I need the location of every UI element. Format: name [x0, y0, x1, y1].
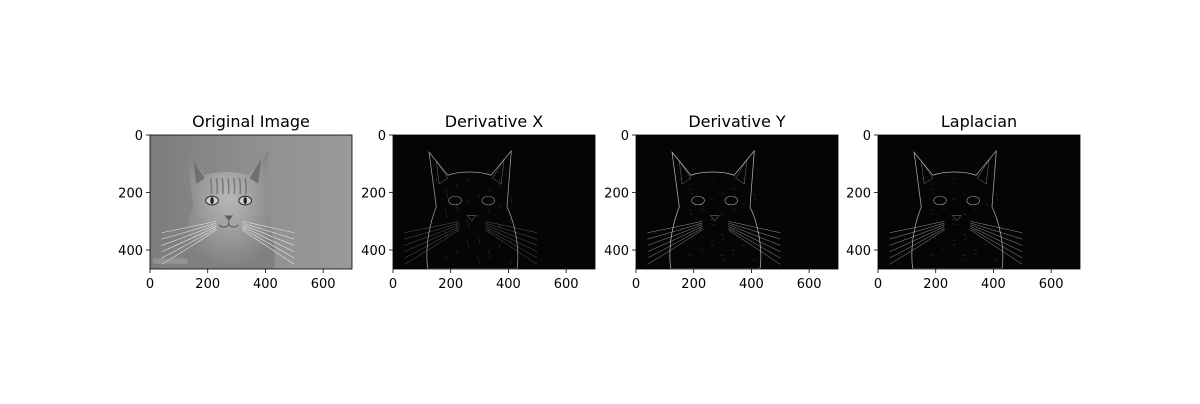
- panel-title: Derivative Y: [688, 112, 786, 131]
- y-tick-label: 0: [135, 129, 143, 144]
- image-derivy: [636, 135, 838, 269]
- panel-title: Laplacian: [941, 112, 1017, 131]
- panel-original: Original Image 0 200 400 600 0 200 400: [118, 112, 353, 292]
- y-tick-label: 200: [118, 187, 143, 202]
- y-tick-label: 400: [118, 244, 143, 259]
- y-tick-label: 400: [361, 244, 386, 259]
- panel-derivy: Derivative Y 0 200 400 600 0 200 400: [604, 112, 839, 292]
- y-tick-label: 0: [621, 129, 629, 144]
- x-tick-label: 0: [146, 277, 154, 292]
- x-tick-label: 400: [981, 277, 1006, 292]
- x-tick-label: 600: [554, 277, 579, 292]
- panel-title: Original Image: [192, 112, 310, 131]
- x-tick-label: 400: [253, 277, 278, 292]
- y-tick-label: 200: [361, 187, 386, 202]
- axes-frame: [149, 134, 353, 270]
- axes-frame: [392, 134, 596, 270]
- panel-derivx: Derivative X 0 200 400 600 0 200 400: [361, 112, 596, 292]
- x-tick-label: 400: [739, 277, 764, 292]
- x-tick-label: 600: [311, 277, 336, 292]
- x-tick-label: 0: [632, 277, 640, 292]
- y-tick-label: 200: [846, 187, 871, 202]
- y-tick-label: 400: [846, 244, 871, 259]
- panel-title: Derivative X: [445, 112, 544, 131]
- x-tick-label: 200: [681, 277, 706, 292]
- axes-frame: [635, 134, 839, 270]
- y-tick-label: 200: [604, 187, 629, 202]
- image-laplacian: [878, 135, 1080, 269]
- axes-frame: [877, 134, 1081, 270]
- panel-laplacian: Laplacian 0 200 400 600 0 200 400: [846, 112, 1081, 292]
- image-original: [150, 135, 352, 269]
- x-tick-label: 0: [389, 277, 397, 292]
- x-tick-label: 600: [1039, 277, 1064, 292]
- x-tick-label: 200: [438, 277, 463, 292]
- x-tick-label: 600: [797, 277, 822, 292]
- x-tick-label: 400: [496, 277, 521, 292]
- x-tick-label: 200: [195, 277, 220, 292]
- x-tick-label: 200: [923, 277, 948, 292]
- y-tick-label: 0: [863, 129, 871, 144]
- y-tick-label: 0: [378, 129, 386, 144]
- y-tick-label: 400: [604, 244, 629, 259]
- image-derivx: [393, 135, 595, 269]
- x-tick-label: 0: [874, 277, 882, 292]
